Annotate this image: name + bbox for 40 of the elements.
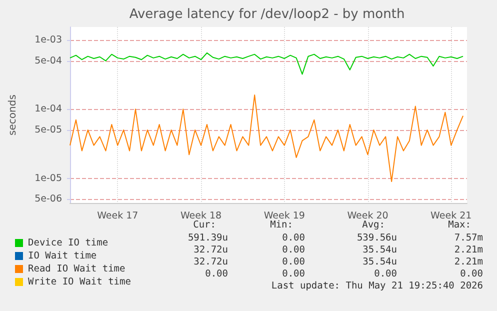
text: 35.54u (362, 244, 398, 256)
text: 32.72u (194, 256, 228, 268)
text: 32.72u (194, 244, 228, 256)
text: Max: (448, 220, 472, 230)
text: 539.56u (356, 232, 398, 244)
text: 7.57m (454, 232, 484, 244)
text: Min: (270, 220, 294, 230)
text: 0.00 (282, 256, 306, 268)
legend-label: Write IO Wait time (28, 276, 132, 288)
y-tick-label: 1e-03 (34, 34, 62, 46)
text: 0.00 (282, 244, 306, 256)
text: Cur: (193, 220, 216, 230)
text: 35.54u (362, 256, 398, 268)
y-tick-label: 1e-04 (34, 104, 62, 115)
x-tick-label: Week 19 (264, 210, 305, 222)
text: Avg: (362, 220, 386, 230)
x-tick-label: Week 20 (347, 210, 388, 222)
text: 591.39u (188, 232, 228, 244)
x-tick-label: Week 21 (430, 210, 472, 222)
text: 2.21m (454, 244, 484, 256)
y-tick-label: 5e-05 (34, 124, 62, 136)
x-tick-label: Week 18 (180, 210, 222, 222)
line-series (70, 94, 464, 182)
x-tick-label: Week 17 (97, 210, 138, 222)
text: 0.00 (460, 268, 484, 280)
chart-title: Average latency for /dev/loop2 - by month (129, 7, 405, 22)
y-tick-label: 5e-04 (34, 55, 62, 66)
legend-label: Read IO Wait time (28, 264, 126, 274)
legend-label: Device IO time (28, 238, 108, 248)
legend-label: IO Wait time (28, 250, 97, 262)
y-tick-label: 5e-06 (34, 194, 62, 205)
text: Last update: Thu May 21 19:25:40 2026 (271, 280, 484, 292)
text: 2.21m (454, 256, 484, 268)
text: 0.00 (282, 268, 306, 280)
y-axis-title: seconds (8, 94, 18, 136)
text: 0.00 (374, 268, 398, 280)
text: 0.00 (205, 268, 228, 280)
y-tick-label: 1e-05 (34, 172, 62, 184)
line-series (70, 52, 464, 75)
text: 0.00 (282, 232, 306, 244)
